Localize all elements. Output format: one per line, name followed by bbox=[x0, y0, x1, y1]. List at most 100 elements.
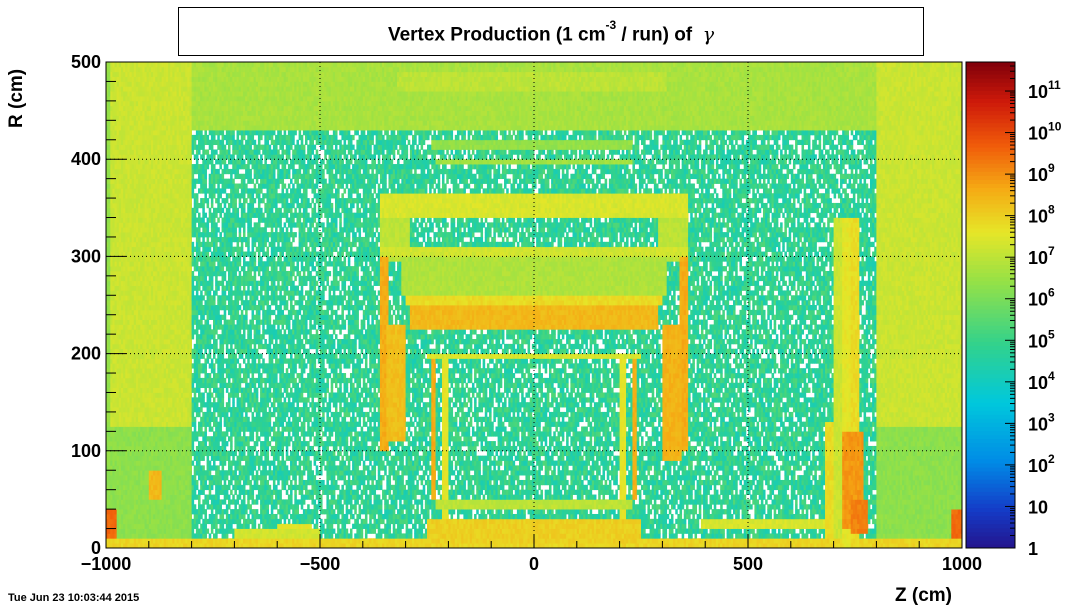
heatmap-cell bbox=[192, 252, 195, 257]
heatmap-cell bbox=[213, 461, 216, 466]
heatmap-cell bbox=[192, 446, 195, 451]
heatmap-cell bbox=[204, 509, 207, 514]
heatmap-cell bbox=[198, 412, 201, 417]
heatmap-cell bbox=[204, 431, 207, 436]
heatmap-cell bbox=[200, 427, 203, 432]
heatmap-cell bbox=[202, 208, 205, 213]
heatmap-cell bbox=[213, 193, 216, 198]
heatmap-cell bbox=[189, 456, 192, 461]
heatmap-cell bbox=[207, 149, 210, 154]
heatmap-cell bbox=[211, 198, 214, 203]
heatmap-cell bbox=[207, 237, 210, 242]
heatmap-cell bbox=[204, 174, 207, 179]
heatmap-cell bbox=[211, 203, 214, 208]
heatmap-cell bbox=[198, 227, 201, 232]
heatmap-cell bbox=[198, 499, 201, 504]
heatmap-cell bbox=[198, 373, 201, 378]
heatmap-cell bbox=[215, 339, 218, 344]
heatmap-cell bbox=[204, 193, 207, 198]
heatmap-cell bbox=[192, 383, 195, 388]
heatmap-cell bbox=[192, 149, 195, 154]
heatmap-cell bbox=[204, 514, 207, 519]
heatmap-cell bbox=[204, 276, 207, 281]
heatmap-cell bbox=[207, 164, 210, 169]
heatmap-cell bbox=[189, 339, 192, 344]
heatmap-cell bbox=[202, 397, 205, 402]
heatmap-cell bbox=[211, 145, 214, 150]
heatmap-cell bbox=[192, 271, 195, 276]
heatmap-cell bbox=[213, 300, 216, 305]
heatmap-cell bbox=[192, 188, 195, 193]
heatmap-cell bbox=[213, 218, 216, 223]
heatmap-cell bbox=[215, 232, 218, 237]
heatmap-cell bbox=[196, 261, 199, 266]
heatmap-cell bbox=[209, 397, 212, 402]
heatmap-cell bbox=[207, 456, 210, 461]
heatmap-cell bbox=[207, 529, 210, 534]
heatmap-cell bbox=[198, 237, 201, 242]
heatmap-cell bbox=[204, 184, 207, 189]
heatmap-cell bbox=[196, 436, 199, 441]
heatmap-cell bbox=[207, 198, 210, 203]
heatmap-cell bbox=[207, 358, 210, 363]
heatmap-cell bbox=[209, 373, 212, 378]
heatmap-cell bbox=[196, 208, 199, 213]
heatmap-cell bbox=[215, 383, 218, 388]
heatmap-cell bbox=[209, 490, 212, 495]
heatmap-cell bbox=[198, 286, 201, 291]
heatmap-cell bbox=[192, 412, 195, 417]
heatmap-cell bbox=[215, 344, 218, 349]
heatmap-cell bbox=[204, 179, 207, 184]
heatmap-cell bbox=[213, 368, 216, 373]
heatmap-cell bbox=[209, 339, 212, 344]
heatmap-cell bbox=[192, 242, 195, 247]
heatmap-cell bbox=[202, 237, 205, 242]
heatmap-cell bbox=[196, 485, 199, 490]
heatmap-cell bbox=[215, 329, 218, 334]
heatmap-cell bbox=[198, 149, 201, 154]
heatmap-cell bbox=[198, 247, 201, 252]
heatmap-cell bbox=[211, 276, 214, 281]
heatmap-cell bbox=[194, 222, 197, 227]
heatmap-cell bbox=[192, 529, 195, 534]
heatmap-cell bbox=[207, 320, 210, 325]
heatmap-cell bbox=[196, 524, 199, 529]
heatmap-cell bbox=[194, 392, 197, 397]
heatmap-cell bbox=[200, 320, 203, 325]
heatmap-cell bbox=[192, 461, 195, 466]
heatmap-cell bbox=[207, 135, 210, 140]
heatmap-cell bbox=[211, 281, 214, 286]
heatmap-cell bbox=[204, 213, 207, 218]
heatmap-cell bbox=[194, 184, 197, 189]
heatmap-cell bbox=[196, 290, 199, 295]
heatmap-cell bbox=[198, 213, 201, 218]
heatmap-cell bbox=[189, 392, 192, 397]
heatmap-cell bbox=[204, 524, 207, 529]
heatmap-cell bbox=[202, 295, 205, 300]
heatmap-cell bbox=[215, 514, 218, 519]
heatmap-cell bbox=[213, 295, 216, 300]
heatmap-cell bbox=[198, 519, 201, 524]
heatmap-cell bbox=[189, 358, 192, 363]
heatmap-cell bbox=[215, 242, 218, 247]
heatmap-cell bbox=[196, 329, 199, 334]
heatmap-cell bbox=[189, 368, 192, 373]
heatmap-cell bbox=[204, 441, 207, 446]
heatmap-cell bbox=[194, 140, 197, 145]
heatmap-cell bbox=[200, 130, 203, 135]
heatmap-cell bbox=[192, 281, 195, 286]
heatmap-cell bbox=[213, 164, 216, 169]
heatmap-cell bbox=[202, 456, 205, 461]
heatmap-cell bbox=[200, 290, 203, 295]
heatmap-cell bbox=[211, 159, 214, 164]
heatmap-cell bbox=[189, 465, 192, 470]
heatmap-cell bbox=[213, 412, 216, 417]
heatmap-cell bbox=[189, 427, 192, 432]
heatmap-cell bbox=[196, 402, 199, 407]
heatmap-cell bbox=[204, 533, 207, 538]
heatmap-cell bbox=[211, 392, 214, 397]
heatmap-cell bbox=[196, 480, 199, 485]
heatmap-cell bbox=[211, 509, 214, 514]
heatmap-cell bbox=[213, 334, 216, 339]
heatmap-cell bbox=[209, 533, 212, 538]
